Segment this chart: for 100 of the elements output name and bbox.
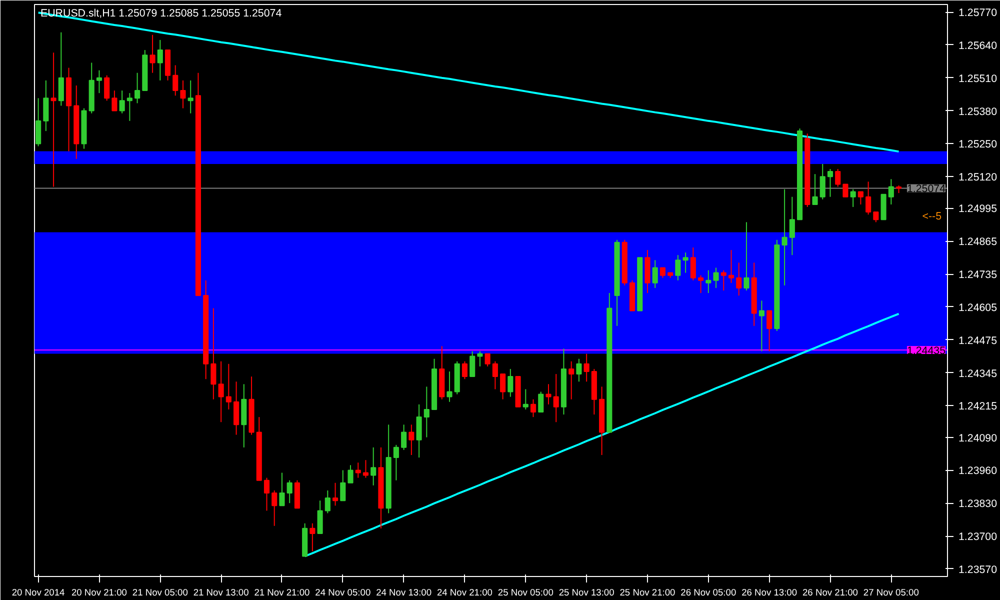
candlestick xyxy=(210,308,216,400)
candlestick xyxy=(584,353,590,382)
candlestick xyxy=(96,70,102,94)
candlestick xyxy=(264,477,270,512)
candlestick xyxy=(234,381,240,436)
candlestick xyxy=(218,360,224,423)
ref-line-label: 1.25074 xyxy=(906,183,946,196)
candlestick xyxy=(728,250,734,284)
y-tick-label: 1.24475 xyxy=(958,334,998,347)
candlestick xyxy=(660,267,666,278)
candlestick xyxy=(873,212,879,223)
candlestick xyxy=(522,388,528,410)
y-tick-label: 1.25510 xyxy=(958,72,998,85)
x-tick-label: 27 Nov 05:00 xyxy=(863,588,919,598)
candlestick xyxy=(310,522,316,552)
candlestick xyxy=(850,188,856,208)
candlestick xyxy=(104,74,110,102)
candlestick xyxy=(842,184,848,198)
y-tick-label: 1.24345 xyxy=(958,368,998,380)
candlestick xyxy=(538,391,544,412)
candlestick xyxy=(546,384,552,405)
text: <--5 xyxy=(922,210,942,222)
candlestick xyxy=(408,424,414,456)
candlestick xyxy=(393,444,399,481)
y-tick-label: 1.23830 xyxy=(958,498,998,510)
candlestick xyxy=(682,252,688,274)
candlestick xyxy=(652,260,658,288)
y-tick-label: 1.25770 xyxy=(958,7,998,20)
candlestick xyxy=(126,92,132,122)
candlestick xyxy=(492,360,498,390)
candlestick xyxy=(508,368,514,398)
candlestick xyxy=(782,188,788,286)
candlestick xyxy=(340,470,346,502)
candlestick xyxy=(835,168,841,188)
candlestick xyxy=(279,472,285,506)
candlestick xyxy=(272,490,278,526)
candlestick xyxy=(324,490,330,514)
candlestick xyxy=(50,52,56,188)
candlestick xyxy=(150,34,156,74)
x-tick-label: 25 Nov 21:00 xyxy=(620,588,676,598)
y-tick-label: 1.25120 xyxy=(958,172,998,184)
x-tick-label: 21 Nov 05:00 xyxy=(132,588,188,598)
y-tick-label: 1.24215 xyxy=(958,400,998,413)
x-tick-label: 20 Nov 21:00 xyxy=(71,588,127,598)
candlestick xyxy=(446,370,452,402)
candlestick xyxy=(362,460,369,478)
y-tick-label: 1.23960 xyxy=(958,465,998,478)
candlestick xyxy=(119,90,125,114)
candlestick xyxy=(477,350,483,367)
candlestick xyxy=(416,404,422,458)
y-tick-label: 1.24735 xyxy=(958,269,998,282)
candlestick xyxy=(706,270,712,294)
y-tick-label: 1.24995 xyxy=(958,203,998,216)
candlestick xyxy=(355,462,361,478)
candlestick xyxy=(500,374,506,400)
candlestick xyxy=(226,363,232,410)
y-tick-label: 1.25380 xyxy=(958,106,998,118)
candlestick xyxy=(720,270,726,291)
x-tick-label: 25 Nov 13:00 xyxy=(558,588,614,598)
candlestick xyxy=(866,181,872,216)
candlestick xyxy=(370,446,376,486)
x-tick-label: 24 Nov 21:00 xyxy=(436,588,492,598)
candlestick xyxy=(470,350,476,378)
candlestick xyxy=(888,178,894,205)
x-tick-label: 26 Nov 13:00 xyxy=(742,588,798,598)
y-tick-label: 1.24605 xyxy=(958,302,998,314)
candlestick xyxy=(568,360,574,400)
x-tick-label: 24 Nov 13:00 xyxy=(376,588,432,598)
y-tick-label: 1.24090 xyxy=(958,432,998,444)
candlestick xyxy=(736,262,742,296)
candlestick xyxy=(36,98,42,147)
candlestick xyxy=(424,386,430,438)
y-tick-label: 1.23570 xyxy=(958,564,998,576)
x-tick-label: 26 Nov 21:00 xyxy=(802,588,858,598)
candlestick xyxy=(576,358,582,382)
candlestick xyxy=(827,168,834,198)
candlestick xyxy=(744,222,750,291)
candlestick xyxy=(675,254,681,281)
x-tick-label: 24 Nov 05:00 xyxy=(315,588,371,598)
y-tick-label: 1.25640 xyxy=(958,40,998,52)
candlestick xyxy=(858,191,864,205)
candlestick xyxy=(180,80,186,109)
candlestick xyxy=(713,267,719,288)
candlestick xyxy=(698,274,704,294)
x-tick-label: 25 Nov 05:00 xyxy=(498,588,554,598)
candlestick xyxy=(530,398,536,418)
candlestick xyxy=(172,64,178,96)
x-tick-label: 21 Nov 21:00 xyxy=(254,588,310,598)
candlestick xyxy=(112,90,118,112)
candlestick xyxy=(134,72,140,104)
candlestick xyxy=(401,424,407,450)
candlestick xyxy=(286,480,292,504)
candlestick xyxy=(157,39,163,81)
y-tick-label: 1.25250 xyxy=(958,138,998,151)
candlestick xyxy=(188,80,194,114)
candlestick xyxy=(690,246,696,281)
candlestick xyxy=(462,360,468,380)
candlestick xyxy=(43,80,49,132)
x-tick-label: 20 Nov 2014 xyxy=(12,588,65,598)
y-tick-label: 1.24865 xyxy=(958,236,998,248)
